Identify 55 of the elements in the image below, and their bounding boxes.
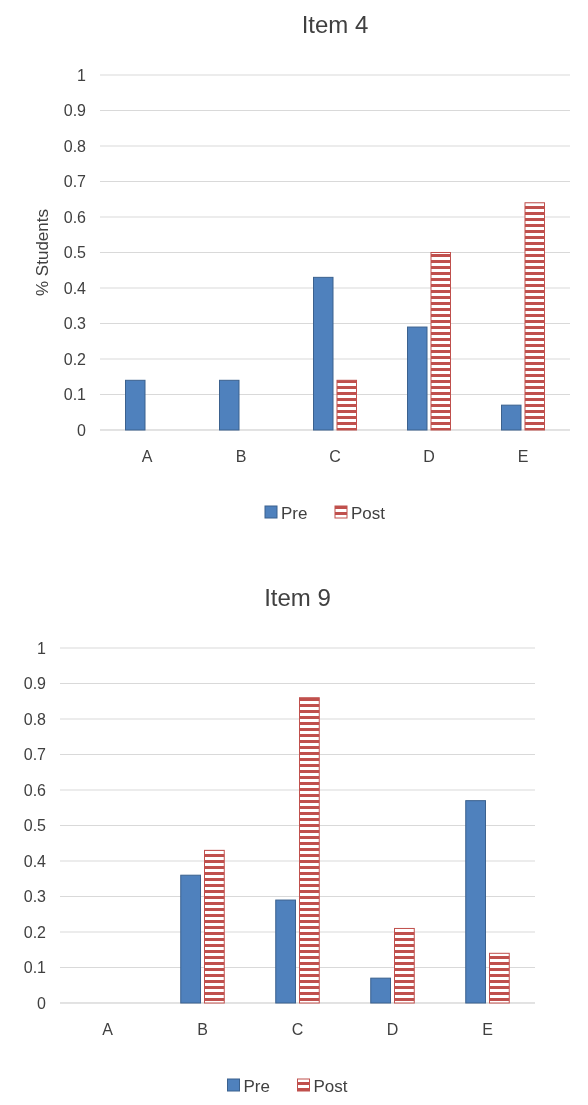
chart-title: Item 9 <box>264 584 331 611</box>
y-tick-label: 0.4 <box>23 852 47 870</box>
bar <box>524 202 545 431</box>
legend-label: Pre <box>281 503 308 523</box>
x-tick-label: E <box>482 1021 493 1038</box>
bar <box>394 927 415 1004</box>
y-tick-label: 0.6 <box>63 208 87 226</box>
y-tick-label: 0.9 <box>23 675 47 693</box>
bar <box>489 952 510 1004</box>
x-tick-label: A <box>141 448 153 465</box>
y-tick-label: 0 <box>77 421 87 439</box>
legend-label: Pre <box>243 1076 270 1096</box>
x-tick-label: C <box>329 448 341 465</box>
bar <box>204 849 225 1004</box>
y-tick-label: 0.7 <box>23 746 47 764</box>
legend-label: Post <box>351 503 386 523</box>
y-tick-label: 0.1 <box>63 386 87 404</box>
bar <box>336 379 357 431</box>
bar <box>313 276 334 431</box>
y-tick-label: 0.3 <box>63 315 87 333</box>
y-tick-label: 0.9 <box>63 102 87 120</box>
y-tick-label: 0.7 <box>63 173 87 191</box>
x-tick-label: C <box>291 1021 304 1038</box>
y-tick-label: 0 <box>37 994 47 1012</box>
y-tick-label: 0.4 <box>63 279 87 297</box>
y-tick-label: 0.6 <box>23 781 47 799</box>
y-tick-label: 1 <box>77 66 87 84</box>
chart-title: Item 4 <box>301 11 369 38</box>
x-tick-label: D <box>386 1021 399 1038</box>
y-tick-label: 1 <box>37 639 47 657</box>
bar <box>219 379 240 431</box>
bar <box>501 404 522 431</box>
y-tick-label: 0.2 <box>63 350 87 368</box>
x-tick-label: E <box>517 448 529 465</box>
x-tick-label: A <box>102 1021 114 1038</box>
y-tick-label: 0.5 <box>23 817 47 835</box>
y-axis-title: % Students <box>33 209 52 296</box>
bar <box>125 379 146 431</box>
bar <box>407 326 428 431</box>
y-tick-label: 0.3 <box>23 888 47 906</box>
bar <box>465 800 486 1004</box>
y-tick-label: 0.8 <box>23 710 47 728</box>
bar <box>430 252 451 431</box>
y-tick-label: 0.2 <box>23 923 47 941</box>
y-tick-label: 0.8 <box>63 137 87 155</box>
x-tick-label: B <box>235 448 247 465</box>
bar <box>180 874 201 1004</box>
x-tick-label: B <box>197 1021 208 1038</box>
y-tick-label: 0.5 <box>63 244 87 262</box>
bar <box>370 977 391 1004</box>
bar <box>275 899 296 1004</box>
legend-label: Post <box>313 1076 348 1096</box>
x-tick-label: D <box>423 448 435 465</box>
y-tick-label: 0.1 <box>23 959 47 977</box>
bar <box>299 697 320 1004</box>
